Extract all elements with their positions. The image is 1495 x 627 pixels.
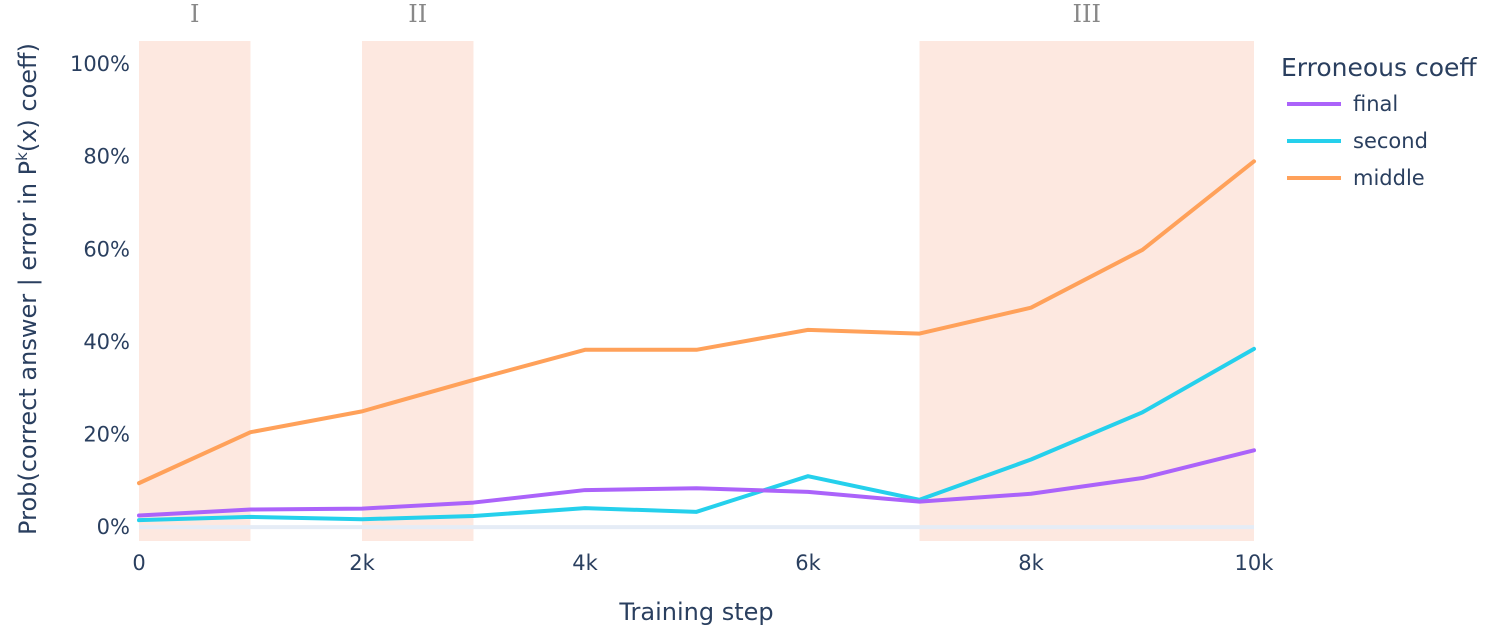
y-axis-ticks: 0% 20% 40% 60% 80% 100% — [70, 52, 130, 539]
y-tick-label: 40% — [83, 330, 130, 354]
series-line-second — [137, 346, 1256, 523]
y-tick-label: 100% — [70, 52, 130, 76]
x-tick-label: 2k — [349, 551, 375, 575]
x-tick-label: 0 — [132, 551, 145, 575]
legend: Erroneous coeff final second middle — [1281, 53, 1477, 190]
x-tick-label: 8k — [1018, 551, 1044, 575]
y-axis-title-superscript: k — [13, 152, 31, 161]
shaded-region-3 — [919, 41, 1254, 541]
y-tick-label: 0% — [97, 515, 130, 539]
legend-label-second: second — [1353, 129, 1428, 153]
y-tick-label: 20% — [83, 423, 130, 447]
series-line-middle — [137, 159, 1256, 486]
legend-label-final: final — [1353, 92, 1398, 116]
x-axis-title: Training step — [618, 598, 773, 626]
y-tick-label: 60% — [83, 237, 130, 261]
series-line-final — [137, 448, 1256, 518]
y-axis-title: Prob(correct answer | error in Pk(x) coe… — [13, 43, 42, 535]
region-labels: I II III — [190, 0, 1101, 28]
legend-title: Erroneous coeff — [1281, 53, 1477, 82]
shaded-regions — [139, 41, 1254, 541]
series-lines — [137, 159, 1256, 523]
y-axis-title-end: (x) coeff) — [14, 43, 42, 152]
shaded-region-2 — [362, 41, 474, 541]
region-label-2: II — [408, 0, 427, 28]
region-label-3: III — [1073, 0, 1101, 28]
y-axis-title-main: Prob(correct answer | error in P — [14, 161, 42, 535]
x-axis-ticks: 0 2k 4k 6k 8k 10k — [132, 551, 1274, 575]
region-label-1: I — [190, 0, 199, 28]
x-tick-label: 6k — [795, 551, 821, 575]
shaded-region-1 — [139, 41, 251, 541]
x-tick-label: 10k — [1235, 551, 1275, 575]
y-tick-label: 80% — [83, 145, 130, 169]
x-tick-label: 4k — [572, 551, 598, 575]
legend-label-middle: middle — [1353, 166, 1425, 190]
